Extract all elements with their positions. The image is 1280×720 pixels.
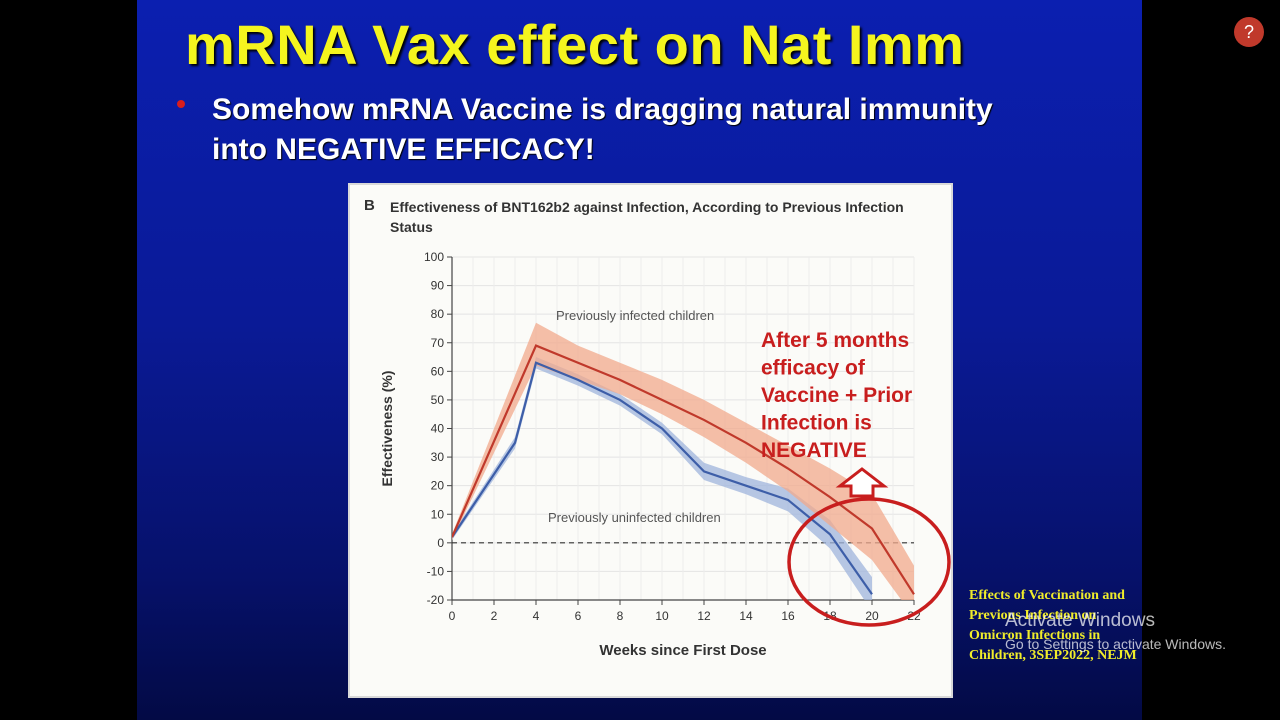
x-tick-label: 16	[781, 609, 795, 623]
x-tick-label: 0	[449, 609, 456, 623]
y-tick-label: 40	[431, 422, 445, 436]
annotation-line: After 5 months	[761, 329, 909, 352]
bullet-icon	[177, 100, 185, 108]
x-tick-label: 8	[617, 609, 624, 623]
y-tick-label: 20	[431, 479, 445, 493]
series-label-uninfected: Previously uninfected children	[548, 510, 721, 525]
y-tick-label: 60	[431, 364, 445, 378]
help-button[interactable]: ?	[1234, 17, 1264, 47]
up-arrow-icon	[835, 467, 889, 498]
x-tick-label: 10	[655, 609, 669, 623]
citation: Effects of Vaccination and Previous Infe…	[969, 588, 1137, 663]
x-tick-label: 12	[697, 609, 711, 623]
x-tick-label: 14	[739, 609, 753, 623]
annotation-line: Vaccine + Prior	[761, 384, 912, 407]
y-tick-label: 80	[431, 307, 445, 321]
y-tick-label: 100	[424, 250, 444, 264]
bullet-text: Somehow mRNA Vaccine is dragging natural…	[212, 93, 993, 166]
y-tick-label: -20	[427, 593, 445, 607]
series-line	[452, 344, 915, 595]
x-axis-title: Weeks since First Dose	[599, 642, 766, 659]
y-tick-label: 30	[431, 450, 445, 464]
series-line	[452, 361, 873, 595]
y-tick-label: 70	[431, 336, 445, 350]
slide-title: mRNA Vax effect on Nat Imm	[185, 13, 965, 76]
chart-figure: -20 -10 0 10 20 30 40 50 60 70 80 90 100 0 2 4 6 8 10 12 14 1…	[348, 183, 953, 698]
slide: mRNA Vax effect on Nat Imm Somehow mRNA …	[137, 0, 1142, 720]
y-axis-title: Effectiveness (%)	[379, 371, 395, 487]
x-tick-label: 4	[533, 609, 540, 623]
y-tick-label: -10	[427, 564, 445, 578]
x-tick-label: 6	[575, 609, 582, 623]
annotation-line: Infection is	[761, 412, 872, 435]
y-tick-label: 50	[431, 393, 445, 407]
y-tick-label: 90	[431, 279, 445, 293]
annotation-line: efficacy of	[761, 357, 866, 380]
highlight-circle	[787, 497, 951, 627]
activate-windows-watermark: Activate Windows Go to Settings to activ…	[1005, 610, 1226, 654]
x-tick-label: 2	[491, 609, 498, 623]
activate-windows-subtitle: Go to Settings to activate Windows.	[1005, 636, 1226, 652]
y-tick-label: 0	[437, 536, 444, 550]
x-tick-label: 20	[865, 609, 879, 623]
figure-panel-letter: B	[364, 197, 375, 214]
series-label-infected: Previously infected children	[556, 308, 714, 323]
figure-title: Effectiveness of BNT162b2 against Infect…	[390, 199, 904, 235]
annotation-line: NEGATIVE	[761, 439, 867, 462]
chart-svg: -20 -10 0 10 20 30 40 50 60 70 80 90 100 0 2 4 6 8 10 12 14 1…	[379, 250, 951, 659]
activate-windows-title: Activate Windows	[1005, 610, 1155, 631]
y-tick-label: 10	[431, 507, 445, 521]
